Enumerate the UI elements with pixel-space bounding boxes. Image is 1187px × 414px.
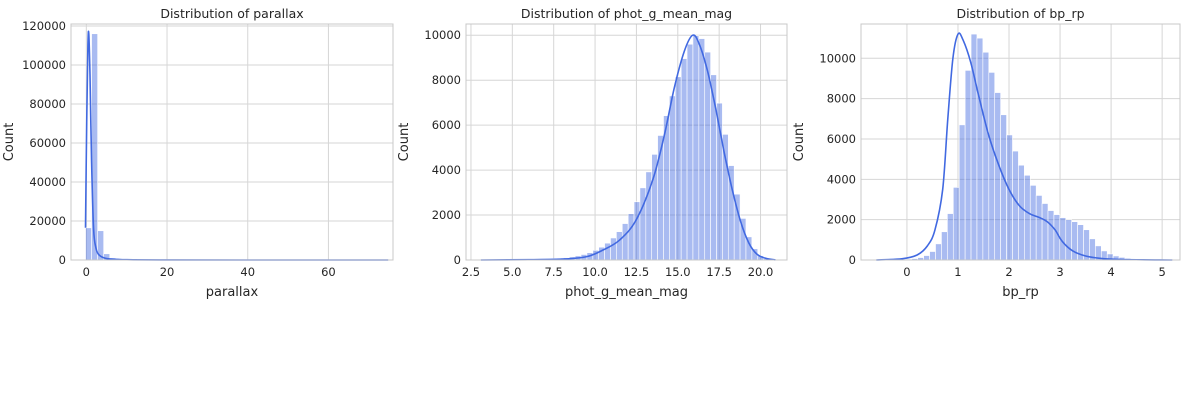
y-tick-label: 40000 (29, 175, 66, 189)
histogram-bar (1066, 220, 1072, 260)
x-axis-label: bp_rp (1002, 285, 1039, 300)
histogram-bar (953, 187, 959, 260)
x-tick-label: 60 (321, 265, 336, 279)
y-tick-label: 6000 (827, 132, 856, 146)
y-tick-label: 120000 (22, 19, 66, 33)
histogram-bar (681, 59, 687, 260)
histogram-bar (1007, 135, 1013, 260)
chart-title: Distribution of phot_g_mean_mag (521, 6, 732, 21)
histogram-bar (989, 72, 995, 260)
histogram-bar (711, 75, 717, 260)
histogram-bar (1042, 204, 1048, 260)
x-tick-label: 5.0 (503, 265, 521, 279)
histogram-bar (687, 44, 693, 260)
histogram-bar (1036, 195, 1042, 260)
plot-area (71, 24, 393, 260)
y-tick-label: 2000 (432, 208, 461, 222)
histogram-bar (693, 36, 699, 260)
histogram-bar (628, 214, 634, 260)
y-tick-label: 80000 (29, 97, 66, 111)
histogram-bar (1012, 151, 1018, 260)
y-axis-label: Count (2, 123, 17, 162)
histogram-bar (610, 238, 616, 260)
x-axis-label: parallax (206, 285, 259, 300)
histogram-bar (92, 34, 98, 260)
histogram-panel-2: 0 1 2 3 4 5 0 2000 4000 6000 8000 10000 Distribution… (792, 6, 1180, 300)
histogram-panel-0: 0 20 40 60 0 20000 40000 60000 80000 100000 120000… (2, 6, 393, 300)
histogram-bar (622, 224, 628, 260)
histogram-bar (983, 52, 989, 260)
histogram-bar (1030, 185, 1036, 260)
histogram-panel-1: 2.5 5.0 7.5 10.0 12.5 15.0 17.5 20.0 0 2000 4000 60… (397, 6, 787, 300)
x-tick-label: 12.5 (624, 265, 650, 279)
histogram-bar (1018, 165, 1024, 260)
histogram-bar (965, 70, 971, 260)
histogram-bar (669, 96, 675, 260)
y-tick-label: 8000 (827, 92, 856, 106)
y-tick-label: 4000 (432, 163, 461, 177)
chart-title: Distribution of bp_rp (956, 6, 1084, 21)
x-tick-label: 5 (1158, 265, 1165, 279)
x-tick-label: 2 (1005, 265, 1012, 279)
y-tick-label: 100000 (22, 58, 66, 72)
histogram-bar (616, 232, 622, 260)
y-axis-label: Count (792, 123, 807, 162)
histogram-bar (977, 38, 983, 260)
x-tick-label: 2.5 (462, 265, 480, 279)
x-tick-label: 3 (1056, 265, 1063, 279)
x-tick-label: 0 (903, 265, 910, 279)
y-tick-label: 6000 (432, 118, 461, 132)
y-tick-label: 8000 (432, 73, 461, 87)
x-tick-label: 17.5 (706, 265, 732, 279)
x-tick-label: 4 (1107, 265, 1114, 279)
x-tick-label: 20 (160, 265, 175, 279)
histogram-bar (959, 125, 965, 260)
histogram-bar (930, 252, 936, 260)
histogram-bar (936, 244, 942, 260)
histogram-bar (1024, 175, 1030, 260)
histogram-bar (941, 232, 947, 260)
histogram-bar (699, 39, 705, 260)
y-tick-label: 4000 (827, 172, 856, 186)
y-tick-label: 60000 (29, 136, 66, 150)
y-tick-label: 0 (454, 253, 461, 267)
y-tick-label: 10000 (819, 51, 856, 65)
histogram-bar (722, 134, 728, 260)
y-tick-label: 0 (849, 253, 856, 267)
histogram-bar (1001, 115, 1007, 260)
histogram-bar (675, 77, 681, 260)
histogram-bar (652, 154, 658, 260)
histogram-bar (634, 202, 640, 260)
y-tick-label: 0 (59, 253, 66, 267)
x-tick-label: 0 (83, 265, 90, 279)
x-tick-label: 15.0 (665, 265, 691, 279)
histogram-bar (640, 188, 646, 260)
y-tick-label: 2000 (827, 213, 856, 227)
histogram-bar (1048, 211, 1054, 260)
x-tick-label: 1 (954, 265, 961, 279)
x-tick-label: 10.0 (582, 265, 608, 279)
x-tick-label: 7.5 (545, 265, 563, 279)
x-tick-label: 40 (240, 265, 255, 279)
chart-title: Distribution of parallax (160, 6, 303, 21)
y-axis-label: Count (397, 123, 412, 162)
y-tick-label: 20000 (29, 214, 66, 228)
histogram-bar (924, 256, 930, 260)
y-tick-label: 10000 (424, 28, 461, 42)
histogram-bar (86, 228, 92, 260)
histogram-bar (947, 214, 953, 260)
histogram-bar (995, 93, 1001, 260)
histogram-bar (605, 243, 611, 260)
x-axis-label: phot_g_mean_mag (565, 285, 688, 300)
histogram-bar (1072, 222, 1078, 260)
x-tick-label: 20.0 (748, 265, 774, 279)
